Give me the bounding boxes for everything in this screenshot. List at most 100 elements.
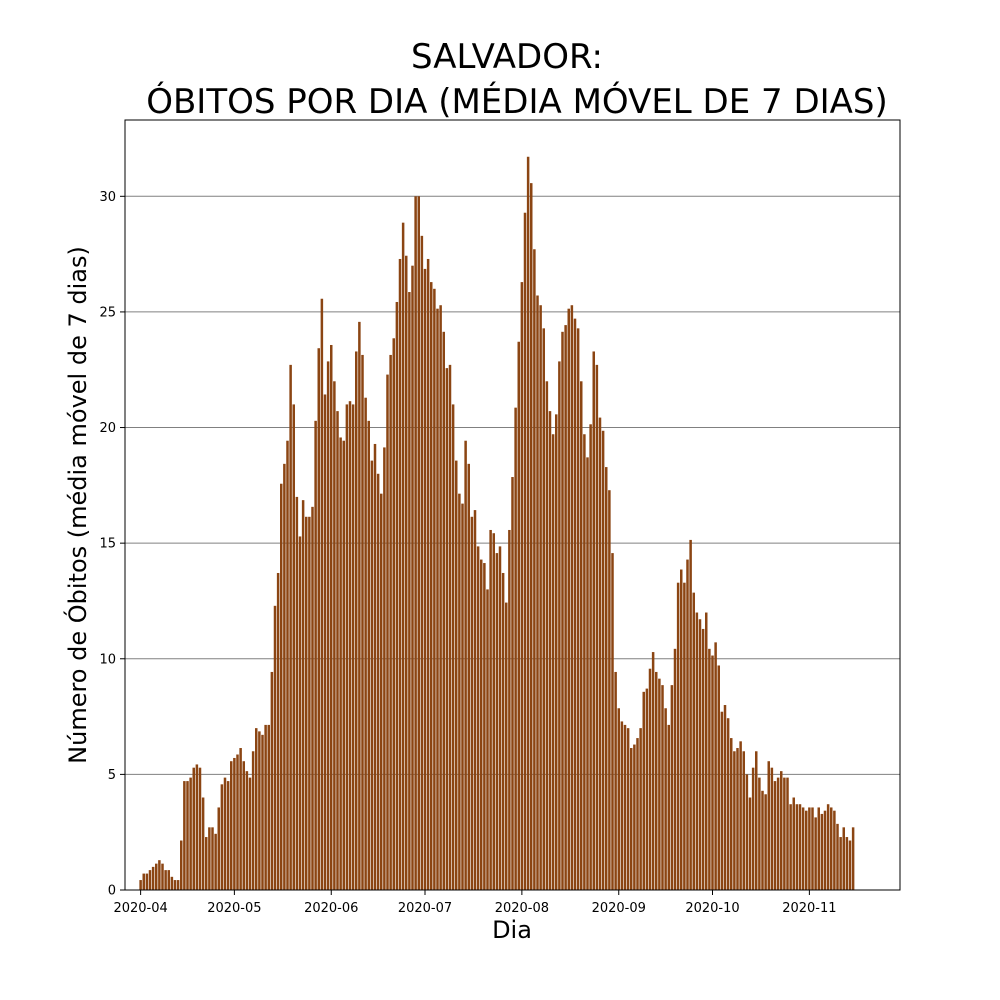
bar (414, 196, 417, 891)
bar (426, 258, 430, 890)
bar (598, 417, 602, 890)
bar (723, 705, 727, 890)
bar (230, 761, 233, 890)
bar (283, 463, 286, 890)
bar (305, 516, 308, 890)
bar (564, 325, 567, 890)
bar (423, 268, 427, 890)
bar (383, 447, 386, 890)
bar (189, 777, 192, 890)
bar (764, 794, 767, 890)
bar (455, 460, 458, 890)
bar (464, 440, 467, 890)
bar (245, 771, 249, 890)
bar (345, 404, 349, 890)
bar (255, 728, 258, 890)
x-axis-label: Dia (492, 916, 532, 944)
bar (248, 777, 252, 890)
bar (808, 807, 811, 890)
y-tick-label: 15 (99, 537, 116, 552)
bar (514, 407, 517, 890)
bar (295, 496, 299, 890)
bar (589, 424, 592, 890)
bar (461, 503, 464, 890)
bar (486, 589, 489, 890)
bar (608, 490, 611, 890)
bar (505, 602, 508, 890)
bar (580, 381, 583, 890)
bar (264, 724, 267, 890)
bar (201, 797, 205, 890)
bar (411, 265, 414, 891)
bar (708, 648, 711, 890)
bar (776, 777, 780, 890)
bar (792, 797, 795, 890)
bar (467, 463, 470, 890)
bar (236, 754, 239, 890)
bar (670, 685, 674, 890)
bar (317, 348, 320, 890)
bar (186, 781, 189, 890)
bar (511, 477, 514, 890)
bar (683, 582, 686, 890)
bar (811, 807, 814, 890)
bar (214, 833, 217, 890)
bar (573, 318, 577, 890)
bar (301, 500, 305, 890)
bar (620, 721, 624, 890)
x-tick-label: 2020-08 (495, 901, 549, 916)
y-tick-label: 25 (99, 305, 116, 320)
x-tick-label: 2020-10 (685, 901, 739, 916)
bar (517, 341, 520, 891)
bar (626, 728, 630, 890)
bar (686, 559, 689, 890)
bar (195, 764, 199, 890)
bar (830, 807, 833, 890)
bar (198, 767, 202, 890)
bar (276, 572, 280, 890)
bar (320, 298, 324, 891)
bar (498, 546, 502, 890)
bar (623, 724, 627, 890)
bar (848, 840, 852, 890)
bar (661, 685, 664, 890)
bar (226, 781, 230, 890)
bar (161, 863, 164, 890)
bar (692, 592, 695, 890)
bar (720, 711, 724, 890)
bar (555, 414, 558, 890)
bar (458, 493, 461, 890)
bar (205, 837, 208, 890)
bar (273, 605, 277, 890)
x-tick-label: 2020-07 (398, 901, 452, 916)
bar (448, 364, 452, 890)
y-axis-label: Número de Óbitos (média móvel de 7 dias) (62, 246, 92, 764)
bar (176, 880, 180, 890)
bar (358, 321, 361, 890)
bar (533, 249, 536, 891)
bar (330, 344, 333, 890)
bar (745, 774, 749, 890)
bar (592, 351, 595, 890)
x-tick-label: 2020-09 (592, 901, 646, 916)
bar (783, 777, 786, 890)
bar (526, 156, 530, 891)
bar (605, 467, 608, 890)
bar (173, 880, 177, 890)
y-tick-label: 0 (108, 884, 116, 899)
bar (773, 781, 777, 890)
bar (805, 810, 808, 890)
x-tick-label: 2020-05 (207, 901, 261, 916)
bar (480, 559, 483, 890)
bar (183, 781, 186, 890)
bar (501, 572, 505, 890)
bar (601, 430, 605, 890)
bar (508, 529, 511, 890)
bar (770, 767, 774, 890)
bar (742, 751, 745, 890)
bar (442, 331, 445, 890)
bar (158, 860, 161, 890)
bar (595, 364, 599, 890)
bar (192, 767, 195, 890)
bar (833, 810, 836, 890)
